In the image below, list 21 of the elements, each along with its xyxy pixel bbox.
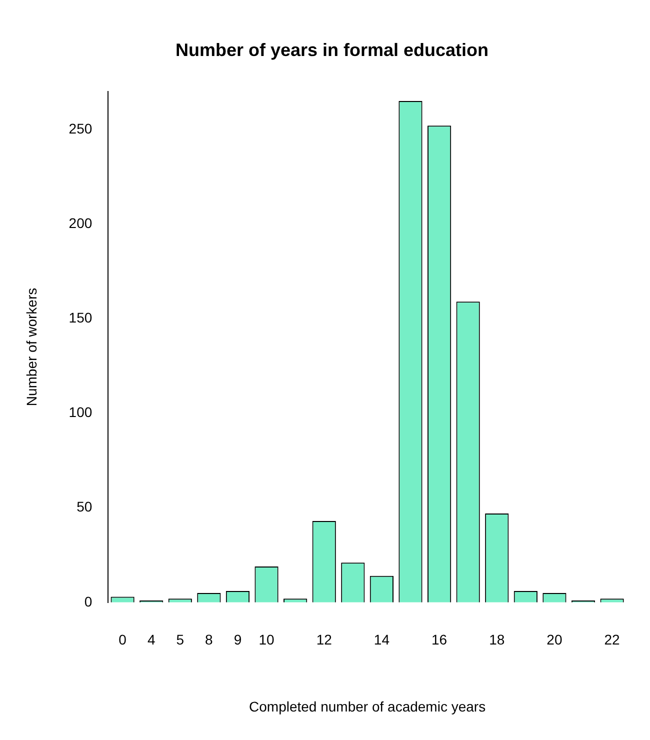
y-tick-label: 100 — [68, 404, 92, 420]
x-tick-label: 9 — [234, 632, 242, 648]
x-tick-label: 18 — [489, 632, 505, 648]
y-tick-label: 200 — [68, 214, 92, 231]
y-tick-label: 250 — [68, 120, 92, 136]
x-tick-label: 14 — [374, 632, 390, 648]
x-tick-label: 20 — [546, 632, 562, 648]
x-tick-label: 8 — [205, 632, 214, 648]
y-tick-label: 150 — [68, 309, 92, 326]
x-axis-title: Completed number of academic years — [249, 698, 486, 714]
y-axis-title: Number of workers — [23, 288, 40, 406]
x-tick-label: 22 — [604, 632, 620, 648]
y-tick-label: 50 — [76, 498, 92, 515]
x-tick-label: 10 — [258, 632, 275, 648]
x-tick-label: 0 — [118, 632, 127, 648]
chart-title: Number of years in formal education — [175, 40, 489, 60]
x-tick-label: 12 — [316, 632, 332, 648]
x-tick-label: 4 — [147, 632, 156, 648]
y-tick-label: 0 — [84, 593, 92, 610]
x-tick-label: 5 — [176, 632, 184, 648]
x-tick-label: 16 — [431, 632, 448, 648]
